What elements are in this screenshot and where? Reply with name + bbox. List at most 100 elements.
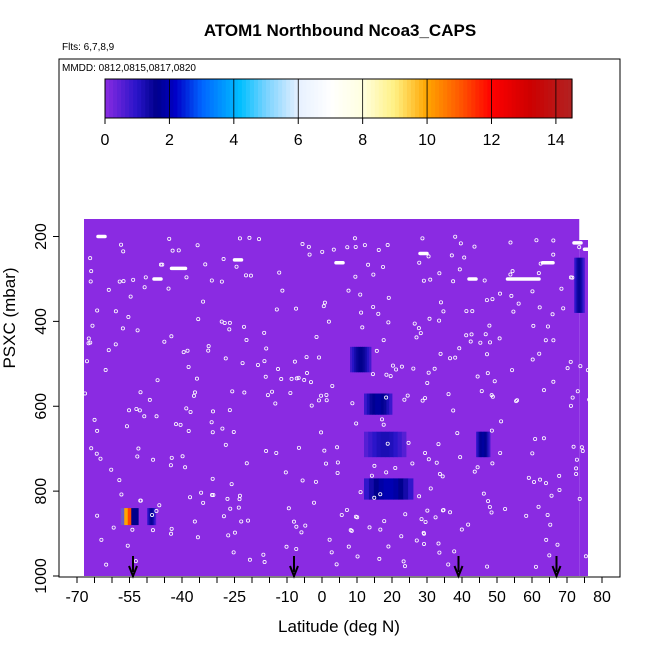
sample-point [394,367,399,372]
sample-point [436,541,441,546]
sample-point [541,436,546,441]
sample-point [489,428,494,433]
sample-point [381,422,386,427]
heatmap-cell [368,478,375,500]
sample-point [458,455,463,460]
sample-point [84,359,89,364]
flight-arrow-head [289,565,299,579]
sample-point [503,506,508,511]
sample-point [550,312,555,317]
sample-point [264,346,269,351]
sample-point [88,340,93,345]
sample-point [448,356,453,361]
sample-point [237,497,242,502]
chart-title: ATOM1 Northbound Ncoa3_CAPS [204,21,476,40]
heatmap-cell [366,346,370,373]
colorbar-swatch [153,79,158,118]
sample-point [516,301,521,306]
colorbar-swatch [141,79,146,118]
sample-point [498,291,503,296]
sample-point [280,288,285,293]
sample-point [349,528,354,533]
sample-point [379,417,384,422]
x-tick-label: -70 [65,589,88,606]
heatmap-cell [485,431,488,458]
sample-point [511,309,516,314]
sample-point [386,320,391,325]
sample-point [371,305,376,310]
sample-point [376,311,381,316]
heatmap-cell [386,393,390,415]
sample-point [178,422,183,427]
sample-point [169,455,174,460]
heatmap-cell [153,508,155,526]
sample-point [319,393,324,398]
sample-point [475,374,480,379]
sample-point [583,554,588,559]
sample-point [232,530,237,535]
sample-point [453,234,458,239]
sample-point [88,279,93,284]
sample-point [262,560,267,565]
sample-point [451,279,456,284]
sample-point [226,533,231,538]
sample-point [331,247,336,252]
colorbar-swatch [145,79,150,118]
sample-point [306,244,311,249]
sample-point [124,424,129,429]
sample-point [240,361,245,366]
colorbar-swatch [330,79,336,118]
sample-point [575,389,580,394]
sample-point [355,515,360,520]
colorbar-tick-label: 14 [547,132,565,149]
sample-point [440,474,445,479]
colorbar-swatch [113,79,118,118]
sample-point [510,368,515,373]
colorbar-swatch [241,79,247,118]
sample-point [155,378,160,383]
sample-point [302,378,307,383]
colorbar-swatch [551,79,557,118]
sample-point [234,264,239,269]
sample-point [294,376,299,381]
colorbar-swatch [471,79,476,118]
colorbar-swatch [563,79,569,118]
sample-point [307,252,312,257]
sample-point [482,278,487,283]
colorbar-swatch [346,79,352,118]
sample-point [309,403,314,408]
colorbar-swatch [161,79,166,118]
sample-point [170,248,175,253]
sample-point [95,308,100,313]
colorbar-swatch [370,79,376,118]
sample-point [89,269,94,274]
sample-point [538,477,543,482]
colorbar-tick-label: 6 [294,132,303,149]
sample-point [537,305,542,310]
colorbar-swatch [423,79,428,118]
sample-point [360,325,365,330]
heatmap-cell [364,393,368,415]
sample-point [239,519,244,524]
sample-point [421,278,426,283]
sample-point [384,470,389,475]
sample-point [543,338,548,343]
sample-point [186,364,191,369]
sample-point [121,279,126,284]
sample-point [484,298,489,303]
heatmap-cell [378,478,384,500]
sample-point [426,370,431,375]
sample-point [211,492,216,497]
sample-point [223,356,228,361]
y-axis: 200 400 600 800 1000 [33,223,59,594]
sample-point [486,499,491,504]
heatmap-cell [487,431,489,458]
sample-point [346,288,351,293]
sample-point [403,512,408,517]
sample-point [264,449,269,454]
sample-point [399,364,404,369]
sample-point [485,352,490,357]
colorbar-swatch [467,79,472,118]
sample-point [384,372,389,377]
colorbar-tick-label: 0 [101,132,110,149]
